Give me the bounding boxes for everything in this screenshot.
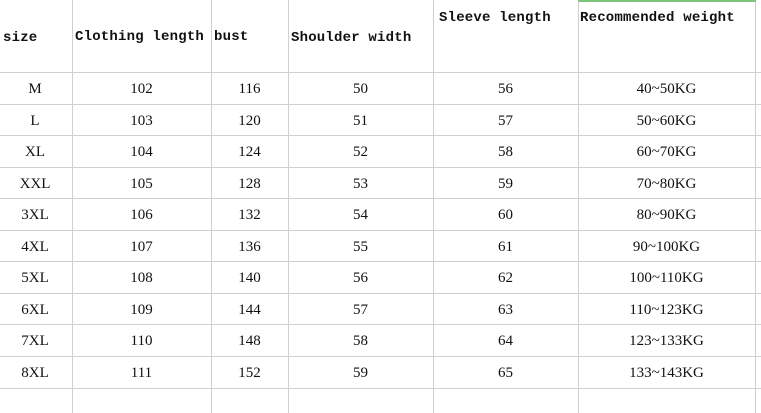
grid-line bbox=[0, 198, 761, 199]
grid-line bbox=[288, 0, 289, 413]
cell-sleeve: 64 bbox=[498, 333, 513, 349]
grid-line bbox=[72, 0, 73, 413]
cell-size: L bbox=[30, 113, 40, 129]
table-row: 3XL 106 132 54 60 80~90KG bbox=[0, 199, 761, 230]
cell-bust: 144 bbox=[238, 302, 261, 318]
cell-bust: 140 bbox=[238, 270, 261, 286]
cell-bust: 132 bbox=[238, 207, 261, 223]
header-bust: bust bbox=[214, 29, 249, 45]
table-row: 7XL 110 148 58 64 123~133KG bbox=[0, 325, 761, 356]
cell-bust: 120 bbox=[238, 113, 261, 129]
cell-size: 7XL bbox=[21, 333, 49, 349]
cell-shoulder: 51 bbox=[353, 113, 368, 129]
cell-size: 8XL bbox=[21, 365, 49, 381]
table-row: L 103 120 51 57 50~60KG bbox=[0, 105, 761, 136]
cell-clothing-length: 104 bbox=[130, 144, 153, 160]
cell-sleeve: 61 bbox=[498, 239, 513, 255]
cell-weight: 123~133KG bbox=[629, 333, 704, 349]
header-clothing-length: Clothing length bbox=[75, 29, 205, 45]
cell-shoulder: 55 bbox=[353, 239, 368, 255]
grid-line bbox=[0, 135, 761, 136]
table-row: 5XL 108 140 56 62 100~110KG bbox=[0, 262, 761, 293]
cell-sleeve: 56 bbox=[498, 81, 513, 97]
cell-shoulder: 57 bbox=[353, 302, 368, 318]
grid-line bbox=[0, 72, 761, 73]
cell-clothing-length: 106 bbox=[130, 207, 153, 223]
header-shoulder-width: Shoulder width bbox=[291, 30, 412, 46]
cell-shoulder: 59 bbox=[353, 365, 368, 381]
header-size: size bbox=[3, 30, 38, 46]
cell-clothing-length: 107 bbox=[130, 239, 153, 255]
cell-weight: 50~60KG bbox=[636, 113, 697, 129]
cell-size: 4XL bbox=[21, 239, 49, 255]
grid-line bbox=[433, 0, 434, 413]
cell-weight: 80~90KG bbox=[636, 207, 697, 223]
cell-sleeve: 62 bbox=[498, 270, 513, 286]
cell-size: XL bbox=[25, 144, 45, 160]
grid-line bbox=[0, 324, 761, 325]
cell-size: XXL bbox=[19, 176, 51, 192]
cell-bust: 136 bbox=[238, 239, 261, 255]
cell-sleeve: 65 bbox=[498, 365, 513, 381]
cell-sleeve: 60 bbox=[498, 207, 513, 223]
cell-bust: 116 bbox=[238, 81, 261, 97]
cell-shoulder: 50 bbox=[353, 81, 368, 97]
grid-line bbox=[0, 356, 761, 357]
cell-shoulder: 54 bbox=[353, 207, 368, 223]
cell-weight: 110~123KG bbox=[629, 302, 704, 318]
cell-weight: 40~50KG bbox=[636, 81, 697, 97]
table-row: XXL 105 128 53 59 70~80KG bbox=[0, 168, 761, 199]
cell-weight: 100~110KG bbox=[629, 270, 704, 286]
cell-clothing-length: 110 bbox=[130, 333, 153, 349]
cell-weight: 133~143KG bbox=[629, 365, 704, 381]
grid-line bbox=[0, 388, 761, 389]
cell-bust: 124 bbox=[238, 144, 261, 160]
header-sleeve-length: Sleeve length bbox=[439, 10, 551, 26]
cell-clothing-length: 111 bbox=[130, 365, 153, 381]
grid-line bbox=[0, 261, 761, 262]
grid-line bbox=[0, 293, 761, 294]
cell-clothing-length: 102 bbox=[130, 81, 153, 97]
cell-size: 5XL bbox=[21, 270, 49, 286]
cell-weight: 70~80KG bbox=[636, 176, 697, 192]
cell-bust: 152 bbox=[238, 365, 261, 381]
grid-line bbox=[0, 167, 761, 168]
grid-line bbox=[578, 0, 579, 413]
table-row: XL 104 124 52 58 60~70KG bbox=[0, 136, 761, 167]
cell-weight: 90~100KG bbox=[632, 239, 701, 255]
table-row: M 102 116 50 56 40~50KG bbox=[0, 73, 761, 104]
cell-clothing-length: 108 bbox=[130, 270, 153, 286]
cell-sleeve: 59 bbox=[498, 176, 513, 192]
grid-line bbox=[0, 104, 761, 105]
cell-clothing-length: 103 bbox=[130, 113, 153, 129]
cell-shoulder: 56 bbox=[353, 270, 368, 286]
cell-sleeve: 58 bbox=[498, 144, 513, 160]
cell-size: 6XL bbox=[21, 302, 49, 318]
grid-line bbox=[211, 0, 212, 413]
cell-sleeve: 57 bbox=[498, 113, 513, 129]
table-row: 6XL 109 144 57 63 110~123KG bbox=[0, 294, 761, 325]
cell-bust: 128 bbox=[238, 176, 261, 192]
cell-clothing-length: 105 bbox=[130, 176, 153, 192]
cell-clothing-length: 109 bbox=[130, 302, 153, 318]
cell-size: 3XL bbox=[21, 207, 49, 223]
cell-bust: 148 bbox=[238, 333, 261, 349]
cell-size: M bbox=[28, 81, 42, 97]
cell-shoulder: 58 bbox=[353, 333, 368, 349]
cell-sleeve: 63 bbox=[498, 302, 513, 318]
grid-line bbox=[755, 0, 756, 413]
grid-line bbox=[0, 230, 761, 231]
header-recommended-weight: Recommended weight bbox=[580, 10, 735, 26]
table-row: 8XL 111 152 59 65 133~143KG bbox=[0, 357, 761, 388]
table-row: 4XL 107 136 55 61 90~100KG bbox=[0, 231, 761, 262]
cell-shoulder: 52 bbox=[353, 144, 368, 160]
cell-weight: 60~70KG bbox=[636, 144, 697, 160]
cell-shoulder: 53 bbox=[353, 176, 368, 192]
selected-cell-border bbox=[578, 0, 756, 2]
